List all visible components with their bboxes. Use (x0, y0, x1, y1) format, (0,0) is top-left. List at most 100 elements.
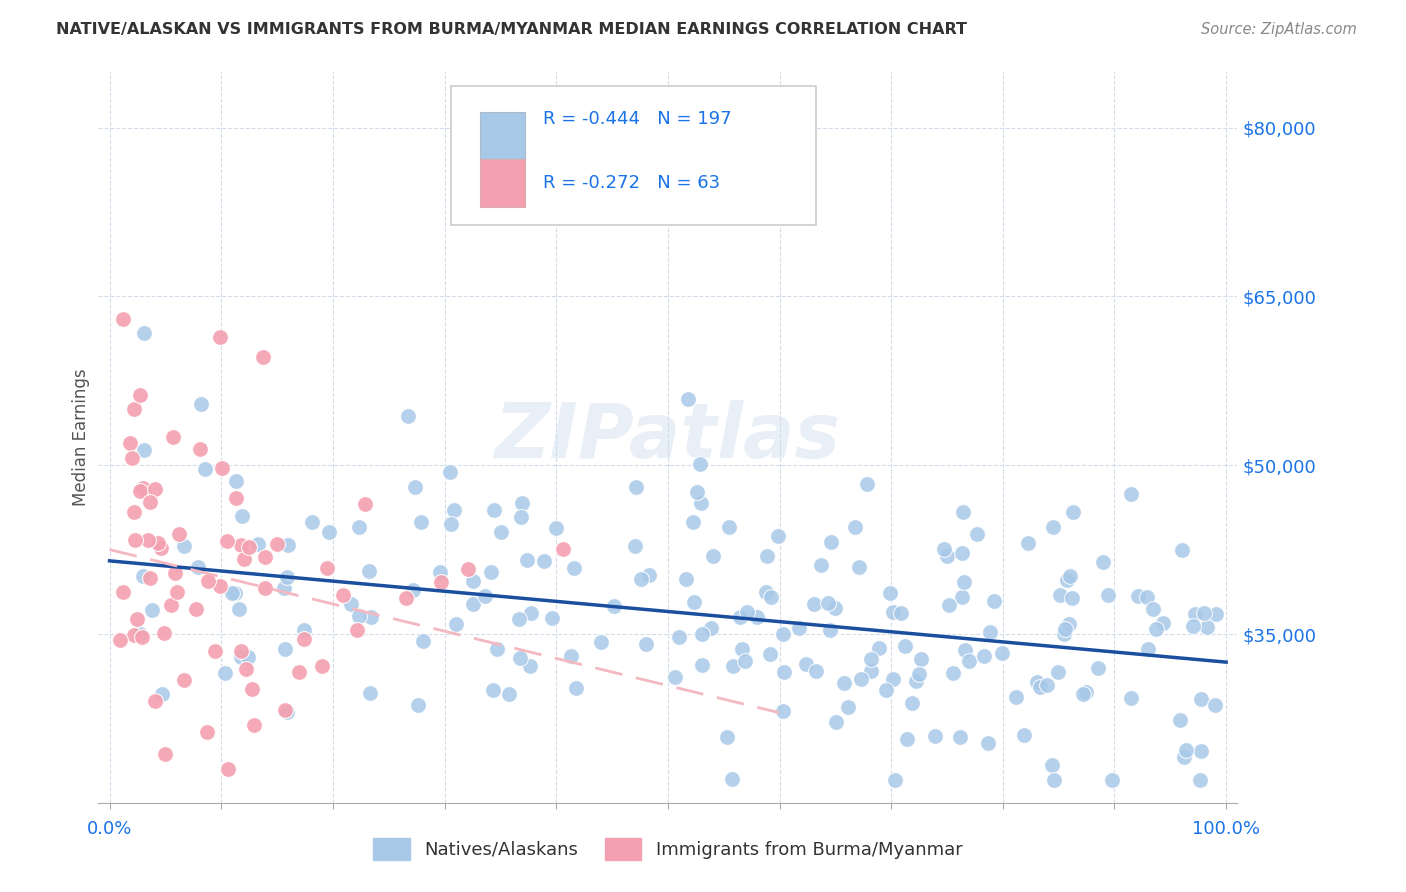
Point (849, 672, 872, 686)
Point (976, 736, 998, 750)
Point (510, 496, 533, 510)
Point (1097, 588, 1119, 602)
Point (349, 609, 371, 624)
Point (150, 688, 173, 702)
Point (1056, 573, 1078, 587)
Point (721, 659, 744, 673)
Point (229, 538, 252, 552)
Point (247, 537, 270, 551)
Point (879, 586, 901, 600)
Point (894, 639, 917, 653)
Point (1012, 728, 1035, 742)
Point (690, 627, 713, 641)
Point (402, 583, 425, 598)
Point (443, 503, 465, 517)
Point (236, 649, 259, 664)
Point (474, 589, 496, 603)
Point (541, 610, 564, 624)
Point (444, 617, 467, 632)
Point (1054, 622, 1077, 636)
Point (235, 662, 257, 676)
Point (859, 665, 882, 679)
Text: 0.0%: 0.0% (87, 820, 132, 838)
Point (603, 599, 626, 614)
Point (242, 682, 264, 697)
Point (134, 326, 156, 341)
Point (664, 670, 686, 684)
Point (1174, 743, 1197, 757)
Point (686, 484, 709, 499)
Point (430, 574, 453, 589)
Point (520, 606, 543, 620)
FancyBboxPatch shape (451, 86, 815, 225)
Point (768, 529, 790, 543)
Point (905, 674, 928, 689)
Point (824, 714, 846, 729)
Point (1119, 486, 1142, 500)
Point (936, 549, 959, 563)
Point (491, 524, 513, 539)
Point (761, 590, 783, 604)
Point (630, 572, 652, 586)
Point (756, 549, 779, 564)
Point (266, 537, 288, 551)
Point (949, 731, 972, 745)
Point (232, 552, 254, 566)
Point (332, 588, 354, 602)
Point (1053, 627, 1076, 641)
Point (1029, 681, 1052, 695)
Point (979, 624, 1001, 639)
Point (122, 628, 145, 642)
Point (153, 747, 176, 762)
Point (316, 561, 339, 575)
Point (890, 606, 912, 620)
Point (132, 443, 155, 458)
Point (1137, 642, 1160, 657)
Point (510, 510, 533, 524)
Point (118, 435, 141, 450)
Point (360, 610, 382, 624)
Point (143, 693, 166, 707)
Point (924, 729, 946, 743)
Point (252, 351, 274, 365)
Point (1135, 590, 1157, 604)
Point (406, 698, 429, 712)
Point (772, 704, 794, 718)
Point (950, 546, 973, 560)
Point (231, 509, 253, 524)
Point (983, 594, 1005, 608)
Text: R = -0.444   N = 197: R = -0.444 N = 197 (543, 110, 731, 128)
Point (824, 600, 846, 615)
Point (215, 533, 238, 548)
Point (966, 527, 988, 541)
Point (129, 626, 152, 640)
Point (273, 703, 295, 717)
Point (950, 590, 973, 604)
Point (162, 430, 184, 444)
Point (1189, 773, 1212, 788)
Point (276, 705, 298, 719)
Point (546, 521, 568, 535)
Point (129, 388, 152, 402)
Point (411, 515, 433, 529)
Point (276, 538, 298, 552)
Point (238, 541, 260, 555)
Point (562, 561, 585, 575)
Point (359, 686, 381, 700)
Point (136, 533, 159, 547)
Point (166, 584, 188, 599)
Point (209, 329, 232, 343)
Point (560, 649, 582, 664)
Point (122, 505, 145, 519)
Point (991, 646, 1014, 660)
Point (122, 401, 145, 416)
Point (357, 564, 380, 578)
Point (636, 637, 658, 651)
Point (141, 603, 163, 617)
Y-axis label: Median Earnings: Median Earnings (72, 368, 90, 506)
Point (734, 654, 756, 668)
Point (121, 450, 143, 465)
Point (225, 475, 247, 489)
Point (194, 462, 217, 476)
Point (1168, 714, 1191, 728)
